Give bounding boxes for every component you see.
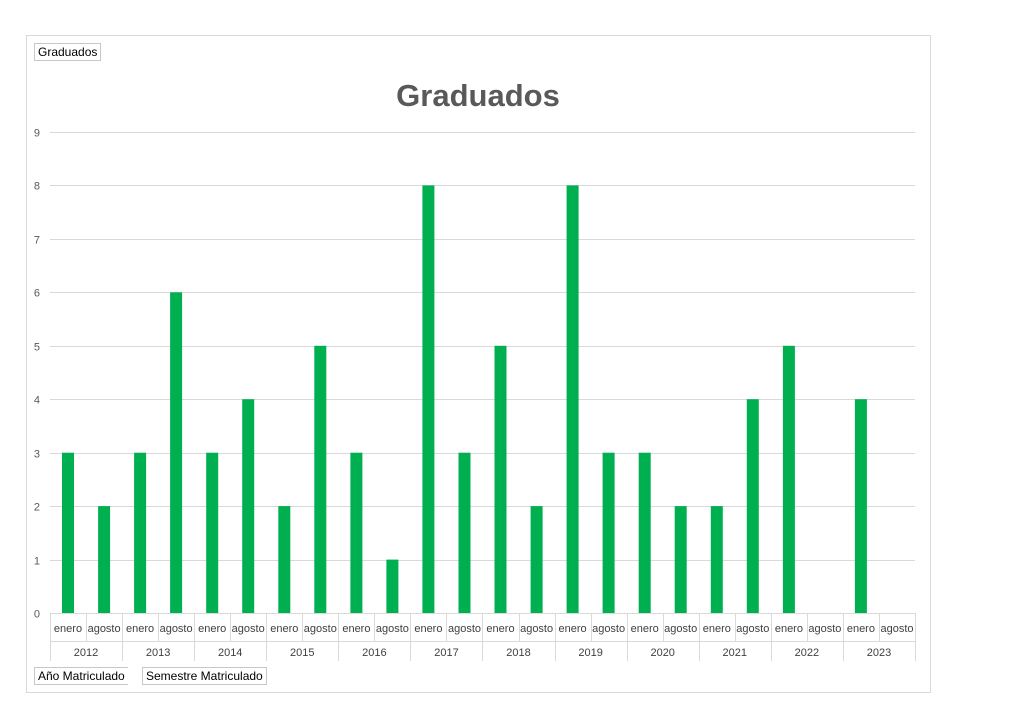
x-category-label: enero <box>198 623 226 635</box>
x-year-label: 2018 <box>506 647 530 659</box>
y-tick-label: 5 <box>34 342 40 354</box>
x-category-label: agosto <box>520 623 553 635</box>
x-category-label: agosto <box>880 623 913 635</box>
row-field-semester-button[interactable]: Semestre Matriculado <box>142 667 267 685</box>
x-category-label: agosto <box>736 623 769 635</box>
bar <box>62 452 74 613</box>
bar <box>350 452 363 613</box>
bars <box>62 185 867 613</box>
x-category-label: enero <box>775 623 803 635</box>
y-tick-label: 7 <box>34 235 40 247</box>
y-tick-label: 0 <box>34 609 40 621</box>
x-category-label: enero <box>703 623 731 635</box>
x-category-label: enero <box>414 623 442 635</box>
bar <box>458 452 471 613</box>
bar <box>710 506 723 613</box>
bar <box>242 399 255 613</box>
x-category-label: enero <box>126 623 154 635</box>
bar <box>170 292 183 613</box>
x-category-label: agosto <box>808 623 841 635</box>
x-category-label: enero <box>847 623 875 635</box>
x-category-label: enero <box>559 623 587 635</box>
x-category-label: enero <box>631 623 659 635</box>
x-year-label: 2012 <box>74 647 98 659</box>
y-tick-label: 6 <box>34 288 40 300</box>
bar <box>566 185 579 613</box>
y-tick-label: 2 <box>34 502 40 514</box>
bar <box>386 559 399 613</box>
x-year-label: 2022 <box>795 647 819 659</box>
x-category-label: agosto <box>160 623 193 635</box>
y-tick-label: 4 <box>34 395 40 407</box>
bar <box>134 452 147 613</box>
x-category-label: agosto <box>88 623 121 635</box>
x-year-label: 2019 <box>578 647 602 659</box>
bar <box>854 399 867 613</box>
x-year-label: 2015 <box>290 647 314 659</box>
x-axis: enero agosto 2012 enero agosto 2013 enero agost… <box>50 613 916 661</box>
bar <box>782 345 795 613</box>
x-category-label: enero <box>342 623 370 635</box>
x-category-label: enero <box>270 623 298 635</box>
x-category-label: agosto <box>304 623 337 635</box>
bar <box>494 345 507 613</box>
bar <box>746 399 759 613</box>
bar <box>530 506 543 613</box>
y-tick-label: 1 <box>34 556 40 568</box>
x-category-label: enero <box>54 623 82 635</box>
bar <box>206 452 219 613</box>
x-category-label: enero <box>486 623 514 635</box>
y-tick-label: 8 <box>34 181 40 193</box>
x-year-label: 2021 <box>723 647 747 659</box>
x-category-label: agosto <box>232 623 265 635</box>
y-tick-label: 3 <box>34 449 40 461</box>
x-category-label: agosto <box>376 623 409 635</box>
x-category-label: agosto <box>448 623 481 635</box>
chart-title: Graduados <box>396 78 560 113</box>
x-year-label: 2014 <box>218 647 242 659</box>
y-axis-ticks: 0 1 2 3 4 5 6 7 8 9 <box>34 128 40 621</box>
filter-field-button[interactable]: Graduados <box>34 43 102 61</box>
x-year-label: 2016 <box>362 647 386 659</box>
bar <box>278 506 291 613</box>
x-year-label: 2017 <box>434 647 458 659</box>
y-tick-label: 9 <box>34 128 40 140</box>
bar <box>602 452 615 613</box>
x-year-label: 2020 <box>650 647 674 659</box>
x-category-label: agosto <box>592 623 625 635</box>
bar <box>422 185 435 613</box>
bar <box>638 452 651 613</box>
x-year-label: 2013 <box>146 647 170 659</box>
bar <box>314 345 327 613</box>
bar <box>674 506 687 613</box>
x-year-label: 2023 <box>867 647 891 659</box>
row-field-year-button[interactable]: Año Matriculado <box>34 667 128 685</box>
bar <box>98 506 111 613</box>
x-category-label: agosto <box>664 623 697 635</box>
